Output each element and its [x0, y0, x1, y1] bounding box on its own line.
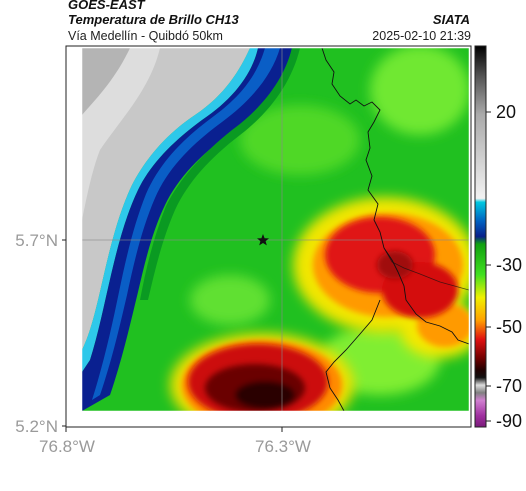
- colorbar-gradient: [474, 45, 487, 428]
- black-core-south: [235, 381, 295, 409]
- star-marker: [257, 234, 269, 246]
- colorbar-tick-20: 20: [496, 102, 516, 122]
- colorbar-tick-minus30: -30: [496, 255, 522, 275]
- lime-patch-center: [240, 105, 360, 175]
- ocean-dark-gray: [82, 48, 130, 115]
- lon-label-76.8: 76.8°W: [39, 437, 95, 456]
- lat-label-5.2: 5.2°N: [15, 417, 58, 436]
- ocean-surface-region: [82, 48, 250, 350]
- colorbar-tick-minus50: -50: [496, 317, 522, 337]
- region-subtitle: Vía Medellín - Quibdó 50km: [68, 29, 223, 43]
- satellite-name: GOES-EAST: [68, 0, 145, 12]
- lon-label-76.3: 76.3°W: [255, 437, 311, 456]
- colorbar-tick-minus90: -90: [496, 411, 522, 431]
- lime-patch-ne: [370, 48, 469, 135]
- map-inner-border: [81, 47, 470, 412]
- lime-patch-sw: [190, 275, 270, 325]
- colorbar: 20 -30 -50 -70 -90: [474, 45, 522, 431]
- lat-label-5.7: 5.7°N: [15, 231, 58, 250]
- department-boundary-branch: [383, 247, 469, 291]
- green-transition-band: [140, 48, 300, 300]
- colorbar-tick-minus70: -70: [496, 376, 522, 396]
- department-boundary-south: [325, 299, 381, 411]
- brightness-temperature-field: [82, 48, 469, 411]
- department-boundary-east: [321, 48, 469, 345]
- product-title: Temperatura de Brillo CH13: [68, 12, 239, 27]
- blue-cloud-band: [92, 48, 280, 400]
- cyan-cloud-edge: [82, 48, 258, 372]
- organization-label: SIATA: [432, 12, 470, 27]
- timestamp: 2025-02-10 21:39: [372, 29, 471, 43]
